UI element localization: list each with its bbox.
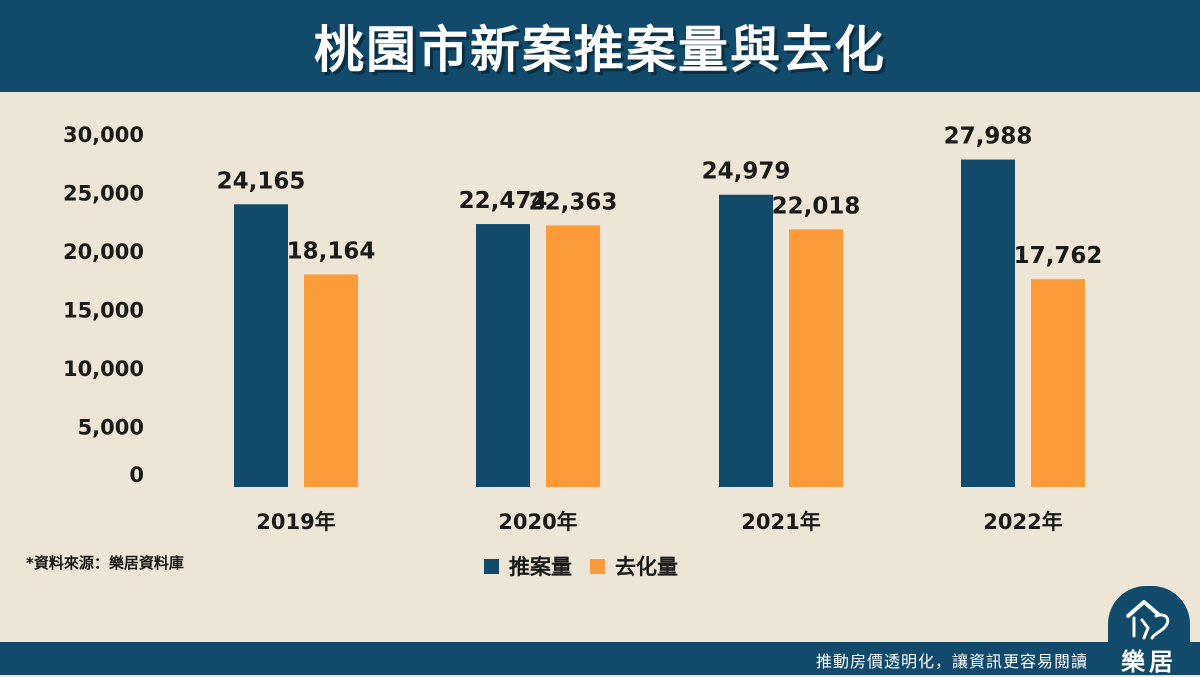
legend-item-supply: 推案量: [484, 551, 572, 581]
data-label-absorption-1: 22,363: [529, 189, 618, 215]
legend-item-absorption: 去化量: [590, 551, 678, 581]
logo-text: 樂居: [1121, 648, 1177, 676]
bar-supply-1: [476, 224, 530, 487]
house-logo-icon: [1126, 600, 1170, 640]
legend: 推案量 去化量: [484, 551, 678, 581]
footer-slogan: 推動房價透明化，讓資訊更容易閱讀: [815, 652, 1088, 671]
bar-series: 24,165 22,474 24,979 27,988 18,164 22,363 22,0…: [217, 124, 1103, 487]
data-label-supply-1: 22,474: [459, 188, 548, 214]
data-label-supply-3: 27,988: [944, 124, 1033, 150]
x-tick-label: 2019年: [256, 510, 335, 534]
y-tick-label: 5,000: [78, 416, 144, 440]
x-tick-label: 2020年: [498, 510, 577, 534]
bar-chart: 0 5,000 10,000 15,000 20,000 25,000 30,000 24,…: [63, 123, 1103, 534]
y-tick-label: 30,000: [63, 123, 144, 147]
bar-absorption-0: [304, 274, 358, 487]
y-tick-label: 25,000: [63, 182, 144, 206]
y-tick-label: 20,000: [63, 240, 144, 264]
legend-swatch-supply: [484, 558, 499, 574]
x-tick-label: 2021年: [741, 510, 820, 534]
x-axis: 2019年 2020年 2021年 2022年: [256, 510, 1062, 534]
legend-swatch-absorption: [590, 558, 605, 574]
bar-absorption-3: [1031, 279, 1085, 487]
y-tick-label: 15,000: [63, 299, 144, 323]
data-label-absorption-3: 17,762: [1014, 243, 1103, 269]
y-tick-label: 0: [129, 463, 144, 487]
page-title: 桃園市新案推案量與去化: [314, 21, 886, 79]
data-label-supply-0: 24,165: [217, 168, 306, 194]
bar-supply-0: [234, 204, 288, 487]
data-label-absorption-0: 18,164: [287, 238, 376, 264]
y-axis: 0 5,000 10,000 15,000 20,000 25,000 30,000: [63, 123, 144, 487]
bar-absorption-2: [789, 229, 843, 487]
bar-supply-3: [961, 159, 1015, 487]
source-note: *資料來源：樂居資料庫: [26, 554, 184, 572]
data-label-absorption-2: 22,018: [772, 193, 861, 219]
footer-bar: 推動房價透明化，讓資訊更容易閱讀: [0, 642, 1200, 675]
legend-label-absorption: 去化量: [615, 555, 678, 579]
bar-supply-2: [719, 194, 773, 487]
brand-logo: 樂居: [1108, 586, 1190, 676]
data-label-supply-2: 24,979: [702, 159, 791, 185]
legend-label-supply: 推案量: [509, 555, 572, 579]
x-tick-label: 2022年: [983, 510, 1062, 534]
bar-absorption-1: [546, 225, 600, 487]
header-banner: 桃園市新案推案量與去化: [0, 0, 1200, 92]
y-tick-label: 10,000: [63, 357, 144, 381]
